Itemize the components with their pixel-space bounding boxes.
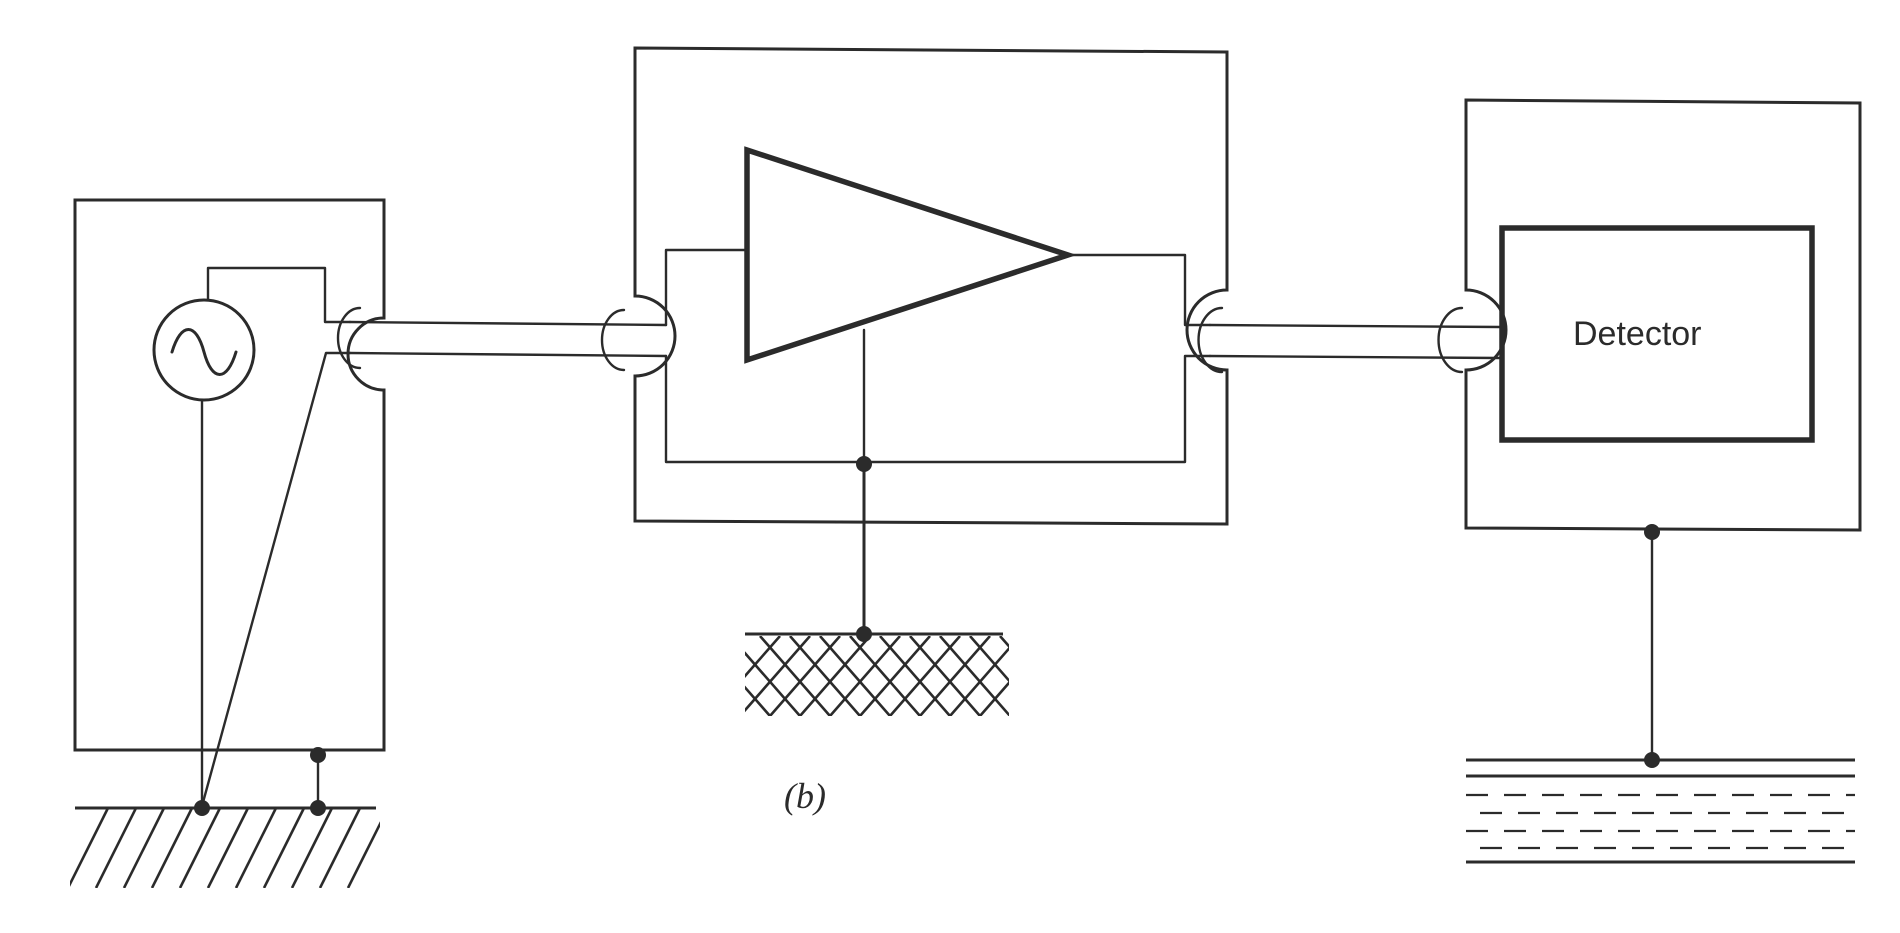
- source-top-lead: [206, 266, 352, 324]
- detector-ground-wiring: [1644, 524, 1660, 760]
- detector: Detector: [1499, 225, 1815, 443]
- source-shield-lead: [200, 351, 352, 808]
- cable-1-conductor-b: [348, 351, 668, 358]
- ac-source-circle: [152, 298, 256, 402]
- amp-common-junction: [856, 456, 872, 472]
- source-internal-wiring: [200, 266, 352, 808]
- water-ground-junction: [1644, 752, 1660, 768]
- earth-ground-left-junction-1: [194, 800, 210, 816]
- earth-ground-left-junction-2: [310, 800, 326, 816]
- amp-output-lead: [1066, 253, 1212, 327]
- detector-label: Detector: [1573, 315, 1702, 353]
- sine-wave-icon: [170, 328, 238, 376]
- cable-2-conductor-a: [1208, 323, 1502, 329]
- detector-enclosure: [1464, 98, 1862, 532]
- amplifier-enclosure-outline: [633, 46, 1229, 526]
- ac-source: [152, 298, 256, 402]
- figure-caption: (b): [784, 776, 826, 816]
- crosshatch-ground-middle: [745, 626, 1009, 716]
- cable-1-conductor-a: [348, 320, 668, 327]
- detector-box: [1499, 225, 1815, 443]
- amp-common-lead: [664, 354, 1212, 464]
- amplifier: [744, 146, 1077, 364]
- coax-cable-1: [336, 306, 668, 372]
- crosshatch-ground-junction: [856, 626, 872, 642]
- cable-1-source-end-cap: [336, 306, 362, 370]
- cable-1-amp-end-cap: [600, 308, 626, 372]
- source-enclosure: [73, 198, 386, 752]
- crosshatch-ground-pattern: [745, 636, 1009, 716]
- amplifier-internal-wiring: [664, 248, 1212, 630]
- cable-2-amp-end-cap: [1197, 306, 1224, 374]
- coax-cable-2: [1197, 306, 1502, 374]
- water-ground-right: [1466, 752, 1855, 864]
- cable-2-conductor-b: [1208, 354, 1502, 360]
- source-enclosure-outline: [73, 198, 386, 752]
- amp-input-lead: [664, 248, 749, 327]
- earth-ground-left: [70, 800, 380, 888]
- earth-ground-left-hatching: [70, 808, 380, 888]
- source-enclosure-junction: [310, 747, 326, 763]
- cable-2-detector-end-cap: [1437, 306, 1464, 374]
- amplifier-triangle: [744, 146, 1077, 364]
- detector-enclosure-outline: [1464, 98, 1862, 532]
- amplifier-enclosure: [633, 46, 1229, 526]
- water-ground-dashes: [1466, 793, 1855, 850]
- detector-enclosure-junction: [1644, 524, 1660, 540]
